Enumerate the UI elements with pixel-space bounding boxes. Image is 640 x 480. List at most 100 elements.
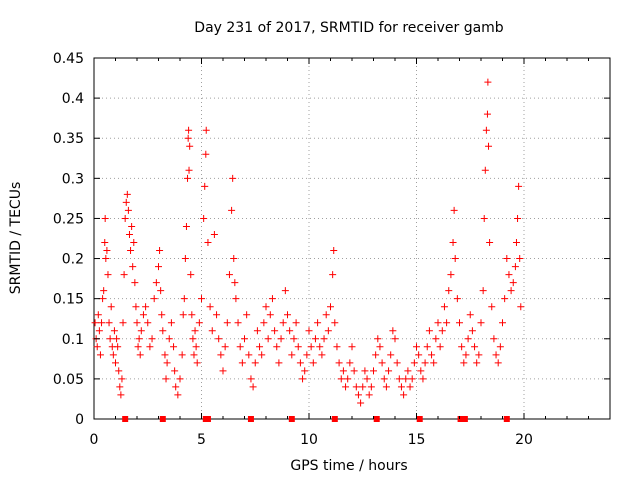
data-point — [290, 335, 298, 343]
data-point — [137, 327, 145, 335]
y-tick-label: 0.2 — [62, 252, 84, 268]
data-point — [243, 311, 251, 319]
data-point — [471, 343, 479, 351]
data-point — [95, 327, 103, 335]
data-point — [247, 375, 255, 383]
data-point — [286, 327, 294, 335]
bottom-marker — [159, 416, 166, 422]
data-point — [172, 383, 180, 391]
x-tick-label: 15 — [408, 432, 426, 448]
data-point — [389, 327, 397, 335]
data-point — [258, 351, 266, 359]
data-point — [400, 391, 408, 399]
data-point — [346, 359, 354, 367]
data-point — [195, 319, 203, 327]
data-point — [380, 375, 388, 383]
data-point — [109, 351, 117, 359]
data-point — [185, 126, 193, 134]
data-point — [110, 327, 118, 335]
bottom-marker — [461, 416, 468, 422]
points-layer — [91, 78, 525, 407]
data-point — [178, 351, 186, 359]
data-point — [314, 319, 322, 327]
data-point — [116, 383, 124, 391]
data-point — [185, 166, 193, 174]
chart-title: Day 231 of 2017, SRMTID for receiver gam… — [194, 20, 504, 36]
data-point — [186, 142, 194, 150]
data-point — [210, 230, 218, 238]
data-point — [299, 375, 307, 383]
data-point — [114, 343, 122, 351]
x-tick-label: 5 — [197, 432, 206, 448]
data-point — [165, 335, 173, 343]
data-point — [479, 287, 487, 295]
data-point — [155, 263, 162, 271]
data-point — [123, 190, 131, 198]
bottom-marker — [373, 416, 380, 422]
data-point — [337, 375, 345, 383]
data-point — [236, 343, 244, 351]
data-point — [318, 351, 326, 359]
data-point — [96, 351, 104, 359]
data-point — [301, 367, 309, 375]
data-point — [372, 351, 380, 359]
data-point — [135, 335, 143, 343]
data-point — [277, 335, 285, 343]
y-tick-label: 0.25 — [53, 211, 84, 227]
x-tick-label: 20 — [515, 432, 533, 448]
data-point — [480, 214, 488, 222]
data-point — [488, 303, 496, 311]
data-point — [213, 311, 221, 319]
data-point — [419, 375, 427, 383]
bottom-markers-layer — [122, 416, 510, 422]
data-point — [385, 367, 393, 375]
y-tick-label: 0.3 — [62, 171, 84, 187]
x-axis-label: GPS time / hours — [290, 458, 407, 474]
data-point — [311, 335, 319, 343]
data-point — [357, 399, 365, 407]
data-point — [201, 182, 209, 190]
data-point — [193, 359, 201, 367]
data-point — [324, 327, 332, 335]
data-point — [453, 295, 461, 303]
data-point — [501, 295, 509, 303]
data-point — [208, 327, 216, 335]
y-tick-label: 0.4 — [62, 91, 84, 107]
data-point — [228, 206, 236, 214]
data-point — [348, 343, 356, 351]
data-point — [245, 351, 253, 359]
data-point — [374, 335, 382, 343]
data-point — [190, 351, 198, 359]
data-point — [331, 319, 339, 327]
data-point — [253, 327, 261, 335]
data-point — [382, 383, 390, 391]
data-point — [333, 343, 341, 351]
y-tick-label: 0 — [75, 412, 84, 428]
data-point — [499, 319, 506, 327]
data-point — [458, 343, 466, 351]
data-point — [410, 359, 418, 367]
bottom-marker — [288, 416, 295, 422]
data-point — [309, 359, 317, 367]
data-point — [516, 255, 524, 263]
data-point — [507, 287, 515, 295]
data-point — [486, 239, 494, 247]
data-point — [443, 319, 451, 327]
data-point — [103, 247, 111, 255]
data-point — [475, 351, 483, 359]
data-point — [264, 335, 272, 343]
data-point — [184, 174, 192, 182]
data-point — [445, 287, 453, 295]
data-point — [231, 279, 239, 287]
data-point — [99, 295, 107, 303]
data-point — [490, 335, 498, 343]
data-point — [413, 343, 420, 351]
data-point — [387, 351, 395, 359]
data-point — [130, 239, 138, 247]
data-point — [122, 198, 130, 206]
data-point — [192, 343, 200, 351]
data-point — [305, 327, 313, 335]
data-point — [281, 287, 289, 295]
data-point — [397, 383, 405, 391]
data-point — [120, 271, 128, 279]
